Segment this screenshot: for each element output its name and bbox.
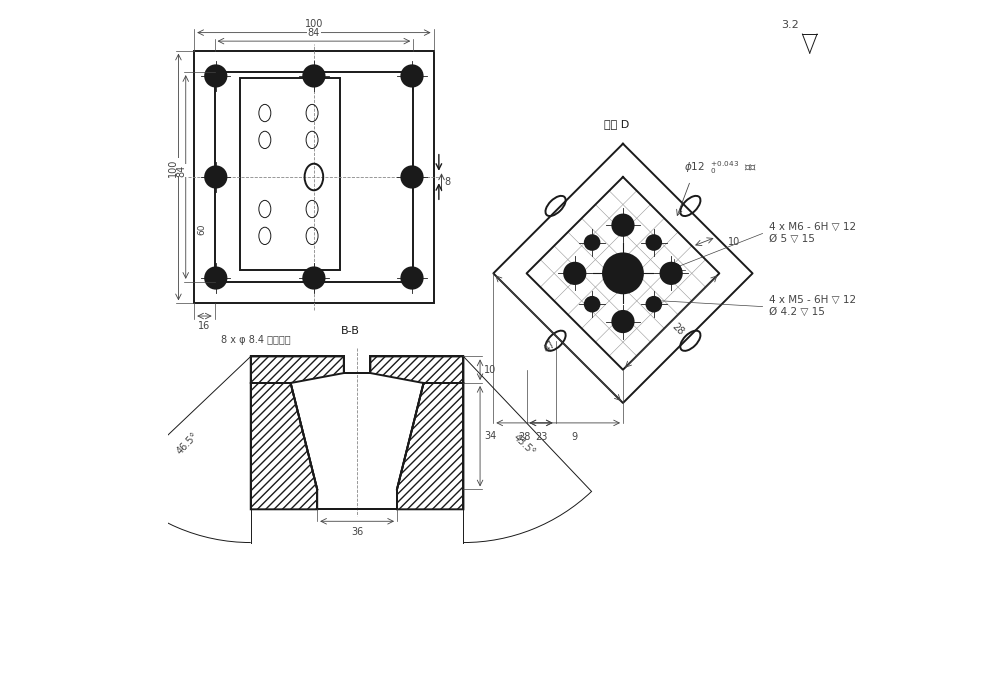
Circle shape [564, 262, 585, 284]
Text: Ø 5 ▽ 15: Ø 5 ▽ 15 [769, 234, 815, 244]
Bar [240, 79, 340, 271]
Circle shape [646, 297, 661, 312]
Text: 4 x M5 - 6H ▽ 12: 4 x M5 - 6H ▽ 12 [769, 295, 856, 305]
Circle shape [205, 267, 226, 289]
Text: B-B: B-B [341, 326, 360, 336]
Text: 10: 10 [484, 365, 496, 375]
Text: 16: 16 [198, 321, 211, 331]
Bar [194, 50, 434, 304]
Circle shape [612, 311, 634, 332]
Circle shape [205, 166, 226, 188]
Text: Ø 4.2 ▽ 15: Ø 4.2 ▽ 15 [769, 307, 825, 317]
Text: 60: 60 [197, 223, 206, 235]
Text: 10: 10 [728, 237, 740, 247]
Text: 23: 23 [535, 431, 547, 441]
Circle shape [661, 262, 682, 284]
Text: 100: 100 [305, 19, 323, 29]
Circle shape [401, 166, 423, 188]
Text: 84: 84 [177, 165, 187, 177]
Text: 34: 34 [484, 431, 496, 441]
Text: 9: 9 [572, 431, 578, 441]
Circle shape [205, 65, 226, 87]
Circle shape [585, 235, 599, 250]
Circle shape [401, 65, 423, 87]
Circle shape [603, 254, 643, 293]
Text: 28: 28 [518, 431, 531, 441]
Text: 8 x φ 8.4 完全贯穿: 8 x φ 8.4 完全贯穿 [221, 335, 290, 345]
Circle shape [668, 263, 681, 277]
Text: 8: 8 [444, 177, 450, 187]
Text: 视图 D: 视图 D [604, 119, 629, 129]
Circle shape [646, 235, 661, 250]
Text: 3.2: 3.2 [781, 20, 799, 30]
Text: 47: 47 [542, 339, 558, 354]
Text: 46.5°: 46.5° [175, 431, 200, 457]
Circle shape [303, 65, 325, 87]
Circle shape [585, 297, 599, 312]
Text: 100: 100 [168, 159, 178, 177]
Text: 28: 28 [670, 322, 686, 337]
Circle shape [303, 267, 325, 289]
Circle shape [612, 215, 634, 236]
Circle shape [401, 267, 423, 289]
Text: 4 x M6 - 6H ▽ 12: 4 x M6 - 6H ▽ 12 [769, 222, 856, 232]
Text: 43.5°: 43.5° [511, 432, 537, 458]
Text: 84: 84 [308, 28, 320, 38]
Bar [215, 72, 413, 282]
Text: $\phi$12  $^{+0.043}_{0}$  贯穿: $\phi$12 $^{+0.043}_{0}$ 贯穿 [684, 159, 757, 176]
Text: 36: 36 [351, 526, 363, 536]
